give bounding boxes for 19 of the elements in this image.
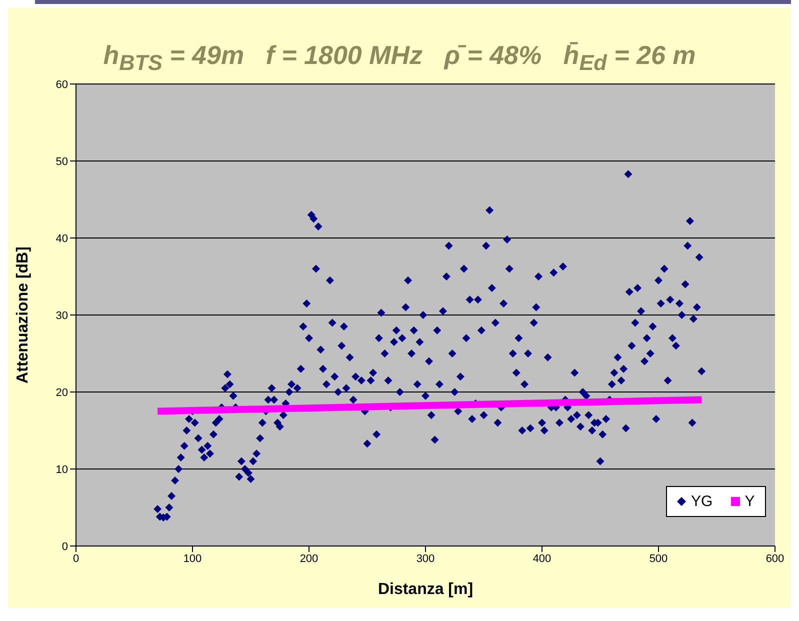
y-tick-label: 50 (56, 156, 68, 168)
legend-label: Y (744, 493, 755, 510)
y-tick-label: 20 (56, 386, 68, 399)
x-tick-label: 300 (416, 552, 435, 565)
y-tick-label: 10 (56, 464, 68, 476)
x-tick-label: 200 (300, 552, 318, 565)
chart-title: h$_{BTS}$ = 49m f = 1800 MHz ρ̄ = 48% h̄$_{Ed}$ = 26 m (102, 40, 697, 76)
x-tick-label: 100 (183, 552, 202, 565)
y-axis-title: Attenuazione [dB] (14, 246, 32, 384)
y-tick-label: 0 (62, 540, 68, 553)
x-tick-label: 600 (766, 552, 784, 565)
legend-label: YG (690, 493, 713, 510)
x-tick-label: 0 (72, 552, 80, 565)
x-tick-label: 400 (532, 552, 552, 565)
x-axis-title: Distanza [m] (378, 581, 474, 598)
x-tick-label: 500 (649, 552, 668, 565)
y-tick-label: 40 (56, 232, 68, 245)
y-tick-label: 30 (56, 310, 68, 322)
y-tick-label: 60 (56, 78, 68, 91)
